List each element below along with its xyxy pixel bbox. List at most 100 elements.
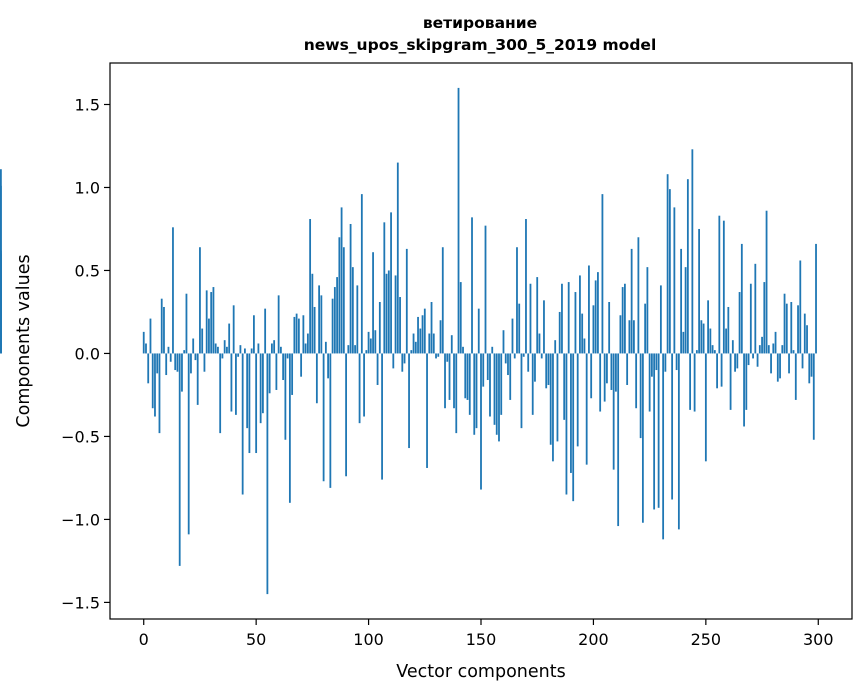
bar <box>457 87 460 354</box>
bar <box>176 353 179 372</box>
bar <box>540 353 543 359</box>
bar <box>232 305 235 354</box>
x-tick-label: 300 <box>803 630 834 649</box>
bar <box>556 353 559 442</box>
bar <box>648 353 651 412</box>
bar <box>599 353 602 412</box>
bar <box>295 313 298 354</box>
bar <box>585 353 588 465</box>
bar <box>671 353 674 500</box>
bar <box>745 353 748 410</box>
bar <box>421 315 424 354</box>
bar <box>199 247 201 354</box>
bar <box>172 227 174 354</box>
bar <box>673 207 676 354</box>
bar <box>237 353 240 357</box>
bar <box>360 194 363 354</box>
bar <box>471 217 473 354</box>
bar <box>145 343 147 354</box>
bar <box>336 277 338 354</box>
bar <box>401 353 404 372</box>
bar <box>403 353 406 364</box>
bar <box>738 292 741 354</box>
bar <box>351 267 354 354</box>
bar <box>473 353 476 435</box>
bar <box>810 353 813 377</box>
bar <box>408 353 410 449</box>
bar <box>815 243 817 354</box>
bar <box>264 308 267 354</box>
bar <box>354 345 356 354</box>
bar <box>650 353 653 377</box>
bar <box>183 350 186 354</box>
bar <box>749 283 752 354</box>
bar <box>713 350 716 354</box>
bar <box>439 320 442 354</box>
bar <box>779 353 781 379</box>
bar <box>558 311 561 354</box>
bar <box>262 353 264 414</box>
bar <box>752 353 754 359</box>
bar <box>365 350 368 354</box>
bar <box>284 353 287 440</box>
bar <box>525 219 527 354</box>
bar <box>621 287 624 354</box>
bar <box>635 353 638 409</box>
bar <box>394 275 397 354</box>
bar <box>419 328 422 354</box>
bar <box>668 189 671 354</box>
bar <box>725 328 727 354</box>
bar <box>727 306 730 354</box>
bar <box>338 237 341 354</box>
y-axis-label: Components values <box>14 254 34 427</box>
bar <box>637 237 640 354</box>
y-axis-ticks: −1.5 −1.0 −0.5 0.0 0.5 1.0 1.5 <box>61 95 110 612</box>
bar <box>740 243 743 354</box>
bar <box>277 295 280 354</box>
bar <box>761 336 763 354</box>
bar <box>612 353 615 470</box>
bar <box>601 194 604 354</box>
bar <box>250 348 253 354</box>
bar <box>675 353 678 371</box>
bar <box>205 290 208 354</box>
bar <box>279 346 282 354</box>
y-tick-label: −1.5 <box>61 593 100 612</box>
bar <box>734 353 736 372</box>
bar <box>659 285 662 354</box>
bar <box>794 353 797 400</box>
bar <box>639 353 642 439</box>
bar <box>306 333 309 354</box>
bar <box>619 315 622 354</box>
bar <box>165 353 168 376</box>
bar <box>792 350 795 354</box>
bar <box>410 350 413 354</box>
x-tick-label: 200 <box>578 630 609 649</box>
bar <box>608 302 611 354</box>
bar <box>414 341 417 354</box>
bar <box>615 353 617 392</box>
bar <box>502 330 505 354</box>
bar <box>383 222 386 354</box>
bar <box>214 343 217 354</box>
bar <box>374 330 377 354</box>
bar <box>169 353 172 362</box>
bar <box>331 298 334 354</box>
bar <box>520 353 523 429</box>
bar <box>572 353 575 502</box>
bar <box>163 306 165 354</box>
x-axis-ticks: 0 50 100 150 200 250 300 <box>139 619 834 649</box>
bar <box>208 318 210 354</box>
bar <box>641 353 644 523</box>
bar <box>435 353 437 359</box>
bar <box>743 353 745 427</box>
bar <box>367 331 370 354</box>
bar <box>385 273 388 354</box>
bar <box>633 320 635 354</box>
bar <box>239 345 242 354</box>
bar <box>563 353 566 420</box>
bar <box>628 320 631 354</box>
plot-frame <box>109 62 853 620</box>
bar <box>567 282 570 354</box>
y-tick-label: −1.0 <box>61 510 100 529</box>
